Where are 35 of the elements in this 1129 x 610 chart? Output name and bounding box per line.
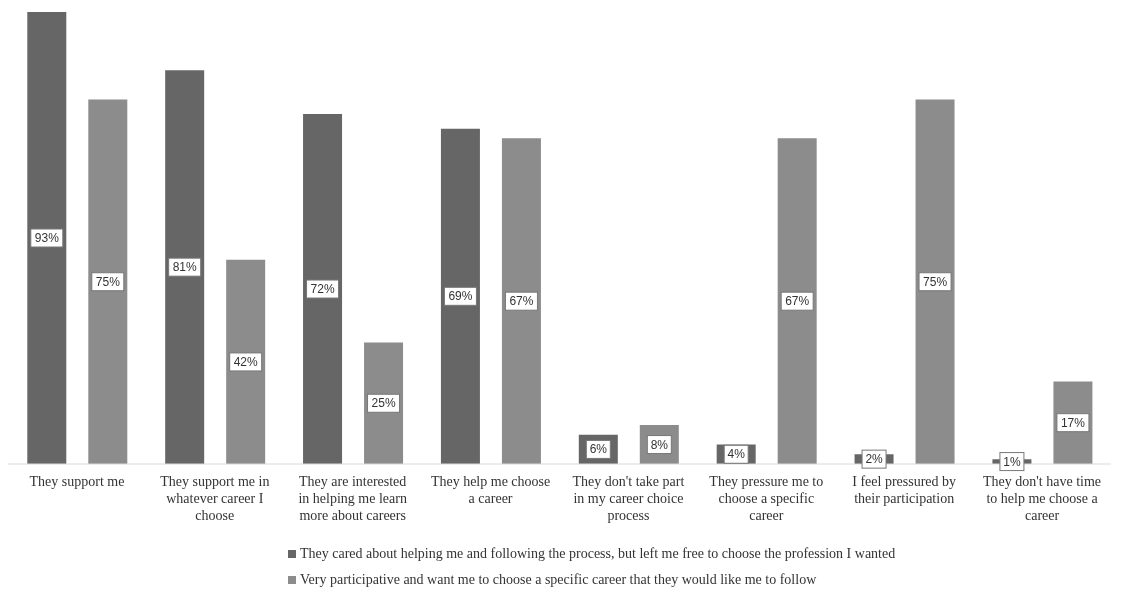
data-label: 1%: [1003, 454, 1021, 469]
data-label: 17%: [1060, 415, 1086, 430]
x-tick-label: They are interested in helping me learn more about careers: [298, 474, 407, 523]
data-label: 8%: [650, 437, 669, 452]
bar: [27, 12, 67, 464]
x-tick-label: I feel pressured by their participation: [852, 474, 957, 506]
data-label: 67%: [785, 294, 810, 309]
data-label: 93%: [34, 231, 60, 245]
x-tick-label: They support me: [29, 474, 125, 489]
bar: [226, 259, 266, 464]
data-label: 4%: [727, 447, 746, 462]
x-tick-label: They support me in whatever career I choose: [160, 474, 270, 523]
x-tick-label: They don't have time to help me choose a career: [983, 474, 1102, 523]
data-label: 81%: [172, 260, 198, 275]
data-label: 25%: [371, 396, 396, 411]
x-tick-label: They help me choose a career: [430, 474, 551, 506]
x-tick-label: They pressure me to choose a specific career: [709, 474, 824, 523]
bar: [501, 138, 541, 464]
bar: [165, 70, 205, 464]
bar: [440, 128, 480, 464]
bar: [777, 138, 817, 464]
legend-label: They cared about helping me and following the process, but left me free to choose the profession I wanted: [300, 546, 896, 562]
data-label: 75%: [95, 274, 121, 289]
bar: [88, 99, 128, 464]
data-label: 42%: [233, 354, 259, 369]
data-label: 2%: [865, 452, 884, 467]
legend-label: Very participative and want me to choose a specific career that they would like me to follow: [300, 572, 817, 588]
data-label: 67%: [509, 294, 534, 309]
bar: [303, 114, 343, 464]
data-label: 75%: [923, 274, 948, 289]
data-label: 72%: [310, 282, 335, 297]
x-tick-label: They don't take part in my career choice process: [572, 474, 685, 523]
data-label: 6%: [589, 442, 608, 457]
data-label: 69%: [448, 289, 473, 304]
bar: [915, 99, 955, 464]
